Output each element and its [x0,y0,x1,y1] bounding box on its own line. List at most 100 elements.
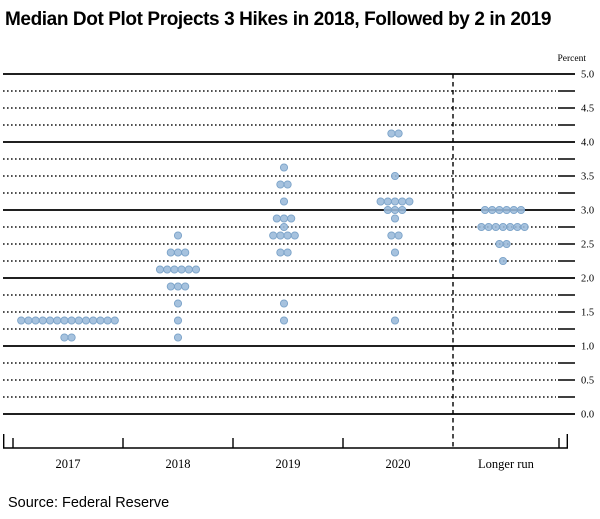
projection-dot [405,197,414,206]
projection-dot [287,214,296,223]
projection-dot [387,231,396,240]
x-axis-label: 2019 [276,457,301,471]
projection-dot [272,214,281,223]
projection-dot [498,222,508,232]
projection-dot [279,214,289,223]
projection-dot [484,222,493,232]
x-axis-label: 2020 [386,457,411,471]
projection-dot [163,265,172,274]
projection-dot [394,129,403,138]
projection-dot [31,316,40,325]
y-axis-label: 4.5 [581,104,594,115]
projection-dot [181,282,190,291]
projection-dot [480,205,490,215]
projection-dot [279,299,289,308]
chart-title: Median Dot Plot Projects 3 Hikes in 2018… [5,9,552,30]
x-axis-label: Longer run [478,457,535,471]
projection-dot [170,265,179,274]
projection-dot [155,265,165,274]
projection-dot [269,231,278,240]
projection-dot [390,214,400,223]
projection-dot [506,222,515,232]
projection-dot [191,265,201,274]
projection-dot [279,222,289,232]
projection-dot [502,205,511,215]
y-axis-label: 3.5 [581,172,594,183]
y-axis-label: 5.0 [581,70,594,81]
y-axis-label: 3.0 [581,206,594,217]
projection-dot [398,205,407,215]
projection-dot [166,248,175,257]
projection-dot [387,129,396,138]
projection-dot [17,316,26,325]
projection-dot [173,248,183,257]
projection-dot [495,205,504,215]
projection-dot [495,239,504,249]
y-axis-label: 0.5 [581,376,594,387]
projection-dot [383,197,392,206]
projection-dot [509,205,518,215]
projection-dot [96,316,105,325]
projection-dot [502,239,511,249]
projection-dot [67,316,76,325]
projection-dot [390,248,400,257]
projection-dot [181,248,190,257]
projection-dot [279,163,289,172]
projection-dot [60,316,69,325]
y-axis-label: 1.5 [581,308,594,319]
projection-dot [283,248,292,257]
projection-dot [520,222,529,232]
projection-dot [279,197,289,206]
projection-dot [81,316,91,325]
projection-dot [166,282,175,291]
projection-dot [477,222,486,232]
y-axis-caption: Percent [558,54,587,64]
projection-dot [383,205,392,215]
projection-dot [276,248,285,257]
projection-dot [53,316,62,325]
projection-dot [173,299,183,308]
projection-dot [498,256,508,266]
projection-dot [513,222,522,232]
projection-dot [376,197,385,206]
y-axis-label: 2.0 [581,274,594,285]
projection-dot [491,222,500,232]
projection-dot [89,316,98,325]
x-axis-label: 2017 [56,457,81,471]
projection-dot [173,231,183,240]
projection-dot [184,265,193,274]
projection-dot [103,316,112,325]
projection-dot [390,197,400,206]
projection-dot [279,316,289,325]
projection-dot [45,316,55,325]
projection-dot [516,205,526,215]
y-axis-label: 2.5 [581,240,594,251]
projection-dot [38,316,47,325]
projection-dot [173,282,183,291]
projection-dot [60,333,69,342]
x-axis-label: 2018 [166,457,191,471]
projection-dot [67,333,76,342]
projection-dot [290,231,299,240]
projection-dot [488,205,497,215]
projection-dot [276,231,285,240]
projection-dot [390,171,400,181]
projection-dot [173,333,183,342]
y-axis-label: 1.0 [581,342,594,353]
projection-dot [177,265,186,274]
projection-dot [390,205,400,215]
projection-dot [283,231,292,240]
projection-dot [283,180,292,189]
projection-dot [394,231,403,240]
y-axis-label: 0.0 [581,410,594,421]
source-note: Source: Federal Reserve [8,495,170,511]
projection-dot [110,316,119,325]
projection-dot [398,197,407,206]
projection-dot [24,316,33,325]
projection-dot [74,316,83,325]
y-axis-label: 4.0 [581,138,594,149]
projection-dot [173,316,183,325]
projection-dot [276,180,285,189]
projection-dot [390,316,400,325]
